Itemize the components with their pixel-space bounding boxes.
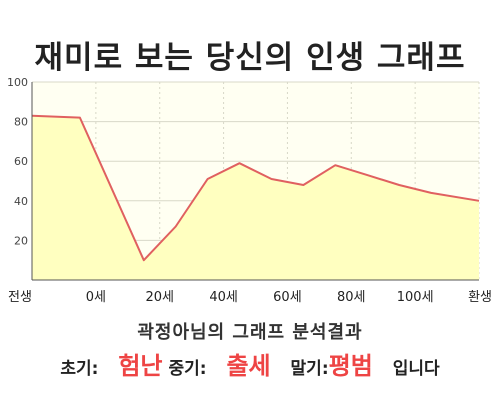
x-tick-label: 100세 — [397, 290, 434, 305]
x-tick-label: 0세 — [86, 290, 106, 305]
y-tick-label: 100 — [7, 76, 28, 89]
x-tick-label: 60세 — [273, 290, 302, 305]
series-line — [31, 114, 480, 262]
area-fill — [32, 115, 479, 280]
x-axis-ticks: 전생 0세 20세 40세 60세 80세 100세 환생 — [8, 290, 492, 305]
late-value: 평범 — [328, 352, 373, 380]
y-axis-ticks: 20 40 60 80 100 — [7, 76, 28, 247]
middle-value: 출세 — [226, 352, 271, 380]
early-value: 험난 — [118, 352, 163, 380]
x-tick-label: 80세 — [337, 290, 366, 305]
x-tick-label: 40세 — [209, 290, 238, 305]
x-tick-label: 환생 — [468, 290, 492, 305]
early-label: 초기: — [60, 359, 99, 379]
middle-label: 중기: — [168, 359, 207, 379]
analysis-title: 곽정아님의 그래프 분석결과 — [137, 322, 363, 343]
y-tick-label: 60 — [14, 155, 28, 168]
late-label: 말기: — [290, 359, 329, 379]
x-tick-label: 20세 — [145, 290, 174, 305]
analysis-result: 초기: 험난 중기: 출세 말기:평범 입니다 — [0, 346, 500, 381]
result-suffix: 입니다 — [392, 359, 440, 379]
x-tick-label: 전생 — [8, 290, 32, 305]
y-tick-label: 40 — [14, 195, 28, 208]
chart-title: 재미로 보는 당신의 인생 그래프 — [34, 40, 466, 76]
y-tick-label: 80 — [14, 116, 28, 129]
y-tick-label: 20 — [14, 234, 28, 247]
